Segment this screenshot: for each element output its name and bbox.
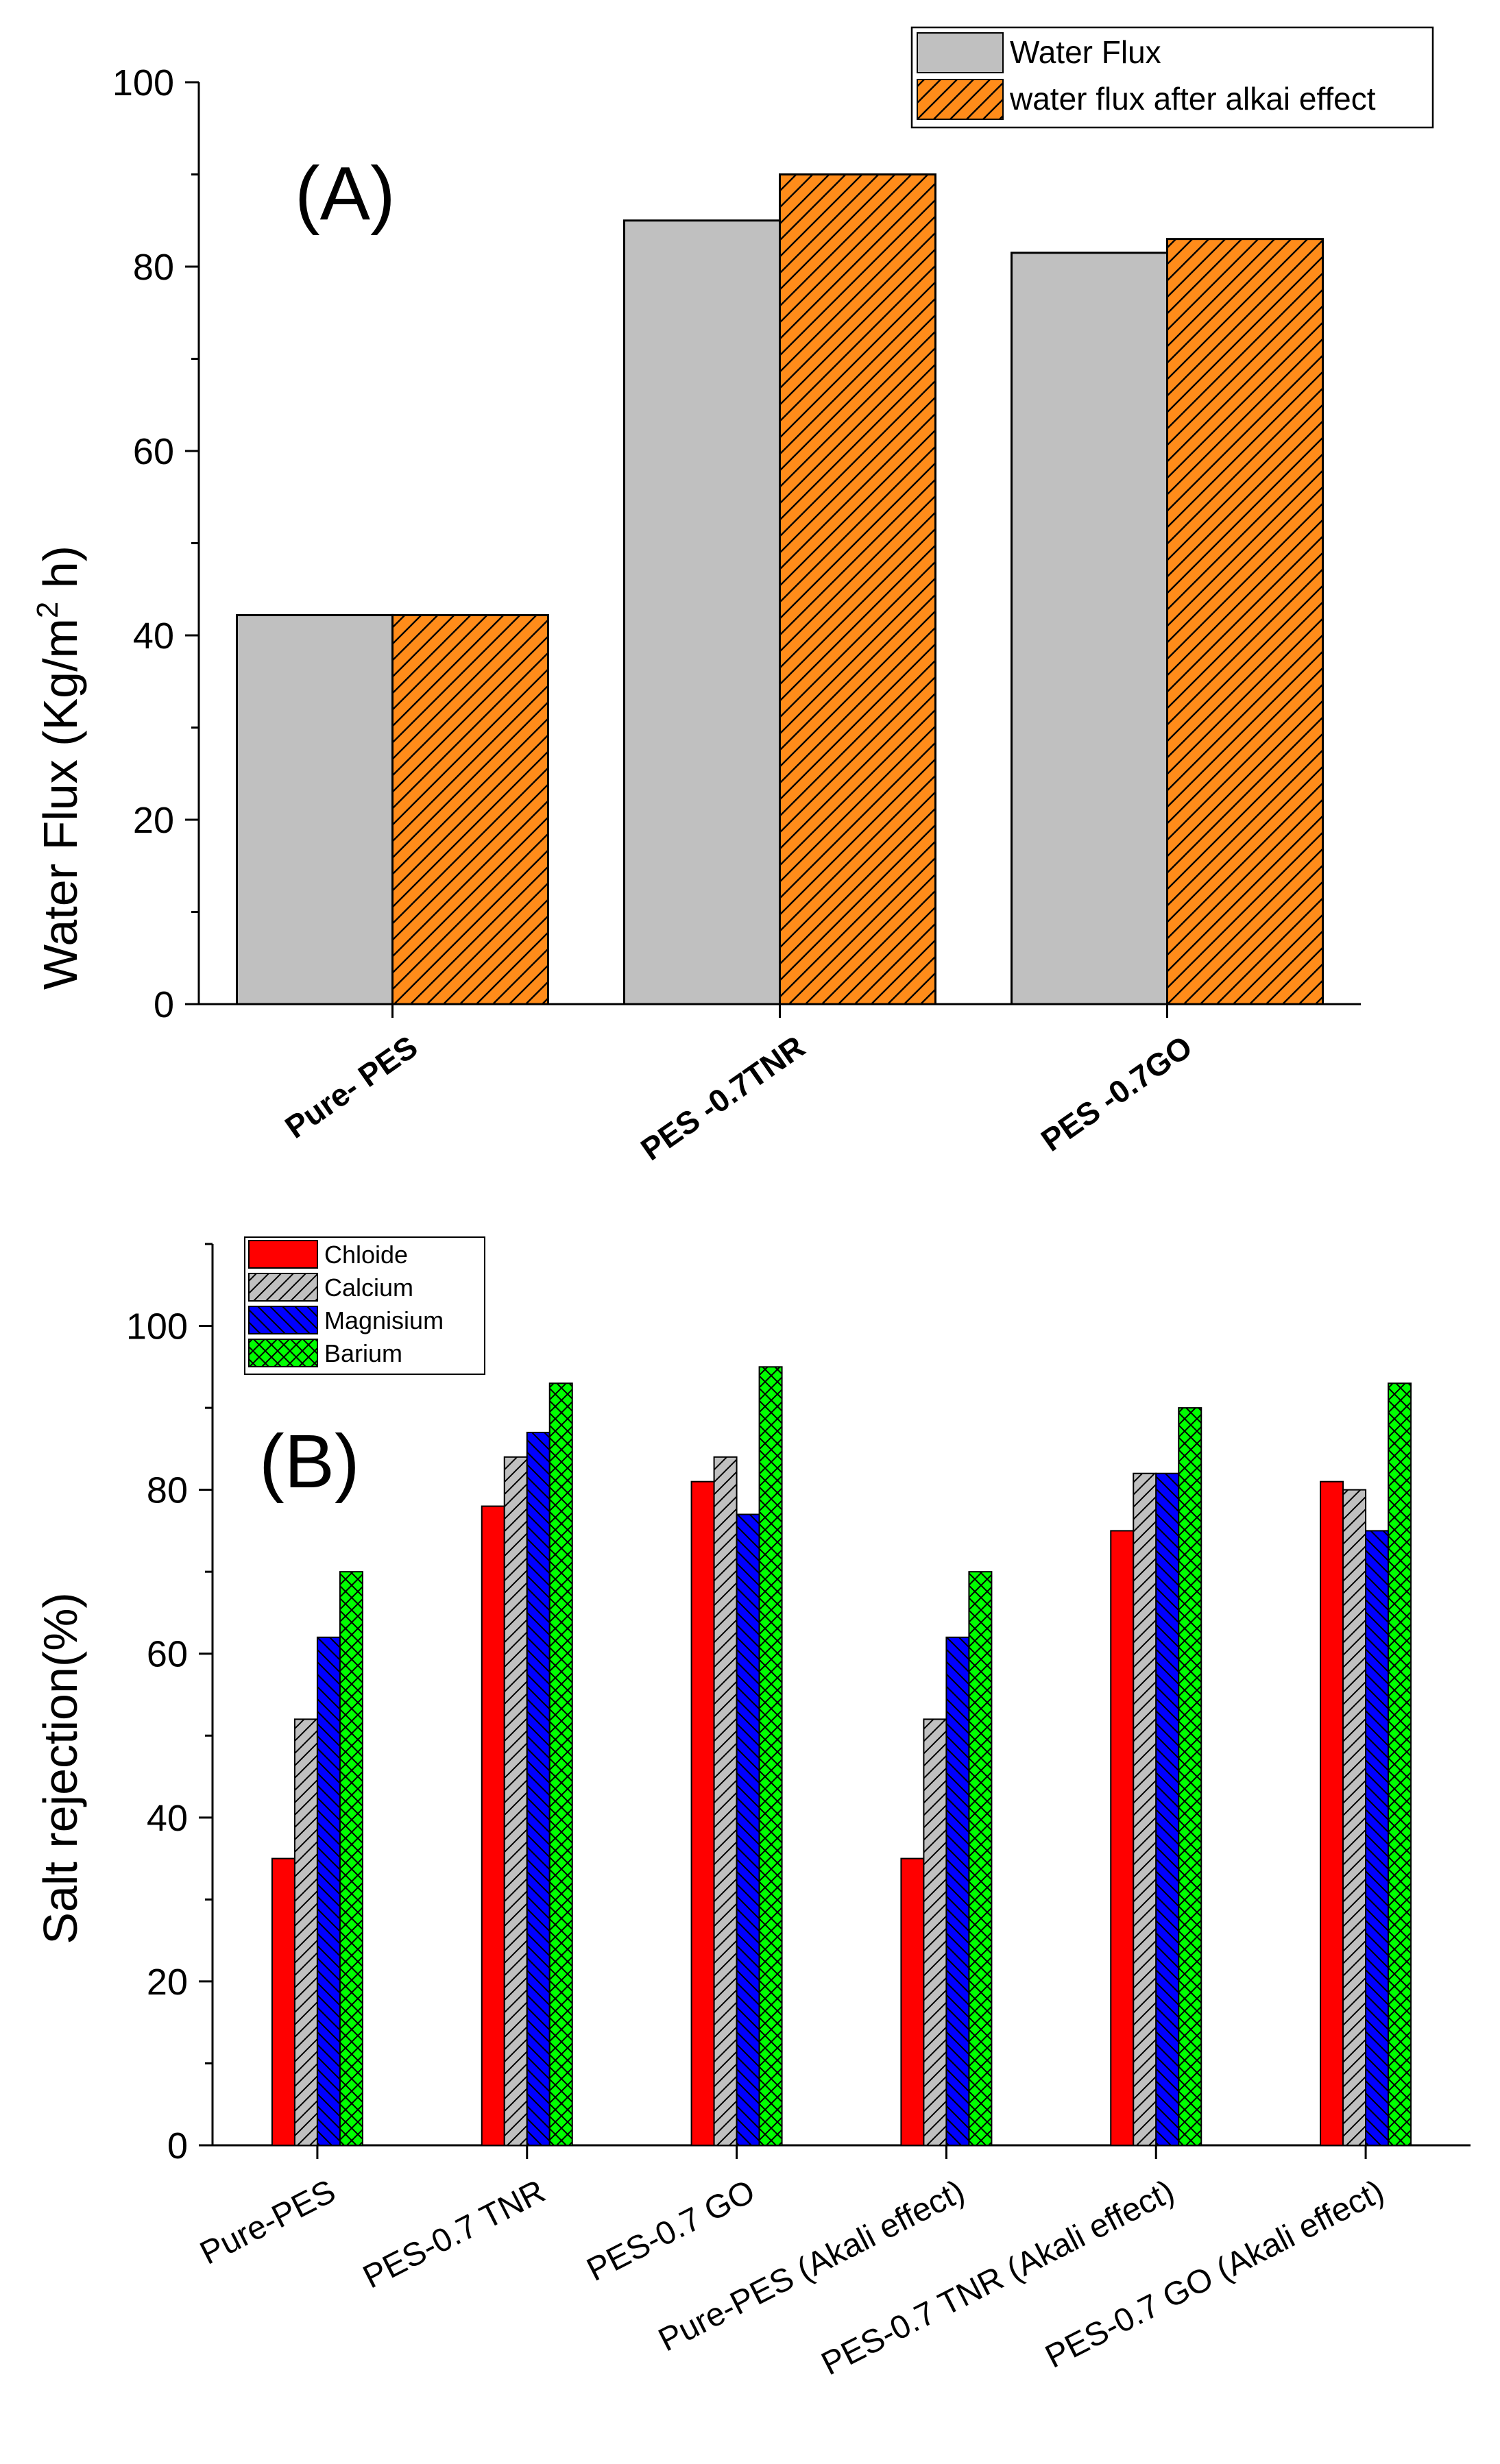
chart-b-bar-hatch — [1388, 1383, 1412, 2145]
chart-b-bar — [1110, 1530, 1135, 2147]
chart-b-y-tick-label: 60 — [147, 1634, 188, 1675]
chart-a-bar — [623, 219, 781, 1005]
chart-a-y-tick-label: 60 — [133, 431, 174, 472]
chart-b-bar-hatch — [1156, 1473, 1179, 2145]
chart-a-legend-swatch-hatch — [917, 80, 1003, 119]
panel-b-label: (B) — [259, 1419, 360, 1504]
chart-b-bar-hatch — [1343, 1489, 1366, 2145]
chart-b-bar — [481, 1505, 505, 2146]
chart-b-bar — [690, 1480, 715, 2147]
chart-b-y-tick-label: 20 — [147, 1962, 188, 2003]
chart-a-y-tick-label: 80 — [133, 247, 174, 288]
chart-a-bar-hatch — [779, 174, 936, 1004]
chart-b-bar-hatch — [1178, 1408, 1202, 2145]
chart-a-bar — [1011, 252, 1168, 1005]
chart-a-bar-hatch — [1167, 239, 1323, 1004]
chart-a-legend-swatch — [917, 32, 1004, 73]
chart-b-x-tick-label: PES-0.7 GO — [581, 2173, 761, 2289]
chart-b-legend-swatch-hatch — [249, 1339, 317, 1367]
chart-b-x-tick-label: PES-0.7 TNR (Akali effect) — [816, 2173, 1180, 2383]
chart-b-legend-label: Calcium — [324, 1273, 413, 1302]
chart-b-y-tick-label: 40 — [147, 1798, 188, 1839]
chart-b-legend-label: Chloide — [324, 1241, 408, 1269]
chart-a-legend-label: Water Flux — [1010, 34, 1161, 70]
chart-b-bar — [900, 1857, 925, 2146]
chart-a-x-tick-label: PES -0.7TNR — [634, 1029, 811, 1167]
chart-a-y-tick-label: 20 — [133, 800, 174, 841]
chart-a-bars — [236, 173, 1324, 1005]
chart-b-bar-hatch — [1133, 1473, 1157, 2145]
chart-a: 0 20 40 60 80 100 Pure- PES PES -0.7TNR PES -0.7… — [31, 26, 1434, 1167]
chart-b-bar-hatch — [759, 1367, 782, 2145]
chart-b-bar-hatch — [294, 1719, 317, 2145]
chart-a-legend-label: water flux after alkai effect — [1009, 81, 1376, 117]
chart-b-y-tick-label: 80 — [147, 1470, 188, 1511]
chart-a-y-tick-label: 0 — [154, 984, 174, 1025]
chart-b-bars — [271, 1366, 1412, 2147]
chart-b-bar-hatch — [946, 1637, 969, 2145]
chart-b-bar-hatch — [969, 1572, 992, 2145]
chart-a-y-axis-title: Water Flux (Kg/m2 h) — [31, 546, 87, 990]
panel-a-label: (A) — [295, 151, 396, 236]
chart-b-y-axis-title: Salt rejection(%) — [34, 1592, 87, 1944]
chart-b-bar-hatch — [1366, 1530, 1389, 2145]
chart-b-bar-hatch — [714, 1456, 737, 2145]
chart-b-x-tick-label: PES-0.7 GO (Akali effect) — [1040, 2173, 1390, 2376]
chart-b-axes — [199, 1243, 1471, 2159]
chart-b-bar-hatch — [527, 1432, 550, 2145]
chart-b-legend-label: Barium — [324, 1339, 402, 1367]
chart-a-y-tick-label: 40 — [133, 615, 174, 657]
chart-b-x-tick-label: Pure-PES — [195, 2173, 341, 2272]
chart-a-bar-hatch — [392, 615, 548, 1004]
chart-b-bar-hatch — [549, 1383, 572, 2145]
chart-a-y-tick-label: 100 — [112, 62, 174, 103]
chart-b-legend-label: Magnisium — [324, 1306, 444, 1334]
chart-b-y-tick-label: 0 — [167, 2125, 188, 2167]
chart-b-bar-hatch — [504, 1456, 527, 2145]
chart-b-bar — [271, 1857, 295, 2146]
chart-b-bar-hatch — [317, 1637, 340, 2145]
chart-b-y-tick-label: 100 — [126, 1306, 188, 1347]
chart-b-legend: Chloide Calcium Magnisium Barium — [244, 1236, 485, 1375]
chart-a-bar — [236, 613, 394, 1005]
chart-b-x-tick-label: PES-0.7 TNR — [357, 2173, 551, 2296]
chart-b: 0 20 40 60 80 100 Pure-PES PES-0.7 TNR PES-0.7 G… — [34, 1236, 1471, 2383]
chart-b-legend-swatch-hatch — [249, 1306, 317, 1334]
chart-b-bar-hatch — [339, 1572, 363, 2145]
chart-b-bar-hatch — [923, 1719, 947, 2145]
chart-a-x-tick-label: PES -0.7GO — [1035, 1029, 1198, 1158]
chart-b-legend-swatch — [248, 1240, 318, 1269]
chart-a-legend: Water Flux water flux after alkai effect — [910, 26, 1434, 129]
chart-b-bar — [1320, 1480, 1344, 2147]
chart-b-bar-hatch — [736, 1514, 760, 2145]
chart-b-legend-swatch-hatch — [249, 1273, 317, 1301]
chart-a-x-tick-label: Pure- PES — [278, 1029, 424, 1145]
